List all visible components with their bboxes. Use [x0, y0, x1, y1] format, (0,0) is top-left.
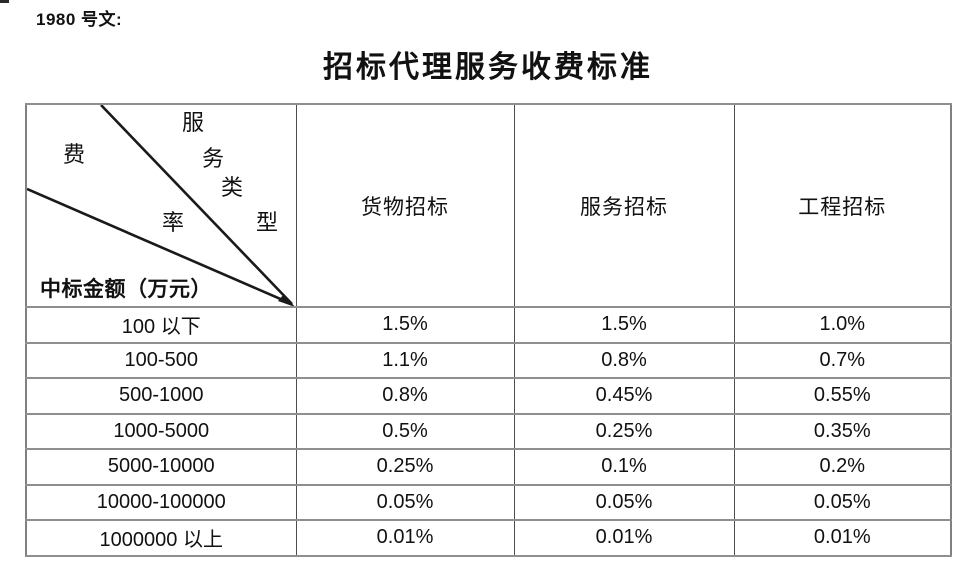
- rate-cell: 0.45%: [513, 377, 735, 415]
- service-type-char: 服: [182, 110, 206, 135]
- column-header-services: 服务招标: [513, 103, 735, 308]
- fee-rate-char: 费: [63, 142, 87, 167]
- table-row: 10000-100000 0.05% 0.05% 0.05%: [25, 483, 952, 521]
- diagonal-line-lower: [27, 187, 293, 305]
- page-title: 招标代理服务收费标准: [323, 51, 653, 84]
- amount-axis-label: 中标金额（万元）: [40, 277, 212, 301]
- service-type-char: 务: [202, 146, 226, 171]
- rate-cell: 0.8%: [513, 341, 735, 379]
- table-row: 100 以下 1.5% 1.5% 1.0%: [25, 306, 952, 344]
- table-row: 1000-5000 0.5% 0.25% 0.35%: [25, 412, 952, 450]
- row-range-cell: 500-1000: [25, 377, 297, 415]
- column-header-goods: 货物招标: [295, 103, 515, 308]
- row-range-cell: 1000000 以上: [25, 519, 297, 557]
- diagonal-arrowhead-icon: [278, 294, 294, 305]
- corner-cell: 服 务 类 型 费 率 中标金额（万元）: [25, 103, 297, 308]
- rate-cell: 0.55%: [733, 377, 952, 415]
- rate-cell: 0.01%: [733, 519, 952, 557]
- header-row: 服 务 类 型 费 率 中标金额（万元） 货物招标 服务招标 工程招标: [25, 103, 952, 308]
- service-type-char: 型: [256, 210, 280, 235]
- column-header-engineering: 工程招标: [733, 103, 952, 308]
- diagonal-divider: [27, 106, 294, 305]
- fee-rate-char: 率: [162, 210, 186, 235]
- rate-cell: 0.01%: [513, 519, 735, 557]
- table-row: 5000-10000 0.25% 0.1% 0.2%: [25, 448, 952, 486]
- table-row: 100-500 1.1% 0.8% 0.7%: [25, 341, 952, 379]
- row-range-cell: 1000-5000: [25, 412, 297, 450]
- row-range-cell: 10000-100000: [25, 483, 297, 521]
- diagonal-line-upper: [100, 106, 293, 305]
- rate-cell: 0.25%: [513, 412, 735, 450]
- rate-cell: 1.5%: [295, 306, 515, 344]
- row-range-cell: 5000-10000: [25, 448, 297, 486]
- table-row: 500-1000 0.8% 0.45% 0.55%: [25, 377, 952, 415]
- rate-cell: 0.25%: [295, 448, 515, 486]
- rate-cell: 0.01%: [295, 519, 515, 557]
- fee-table: 服 务 类 型 费 率 中标金额（万元） 货物招标 服务招标 工程招标 100 …: [25, 103, 952, 557]
- rate-cell: 1.0%: [733, 306, 952, 344]
- scan-artifact: [0, 0, 9, 3]
- rate-cell: 0.2%: [733, 448, 952, 486]
- table-row: 1000000 以上 0.01% 0.01% 0.01%: [25, 519, 952, 557]
- rate-cell: 0.05%: [295, 483, 515, 521]
- rate-cell: 0.05%: [733, 483, 952, 521]
- rate-cell: 0.35%: [733, 412, 952, 450]
- rate-cell: 0.1%: [513, 448, 735, 486]
- rate-cell: 1.1%: [295, 341, 515, 379]
- rate-cell: 0.05%: [513, 483, 735, 521]
- rate-cell: 0.8%: [295, 377, 515, 415]
- fee-table-container: 服 务 类 型 费 率 中标金额（万元） 货物招标 服务招标 工程招标 100 …: [25, 103, 952, 557]
- row-range-cell: 100-500: [25, 341, 297, 379]
- doc-number: 1980 号文:: [36, 10, 123, 29]
- rate-cell: 0.7%: [733, 341, 952, 379]
- row-range-cell: 100 以下: [25, 306, 297, 344]
- rate-cell: 0.5%: [295, 412, 515, 450]
- service-type-char: 类: [221, 175, 245, 200]
- rate-cell: 1.5%: [513, 306, 735, 344]
